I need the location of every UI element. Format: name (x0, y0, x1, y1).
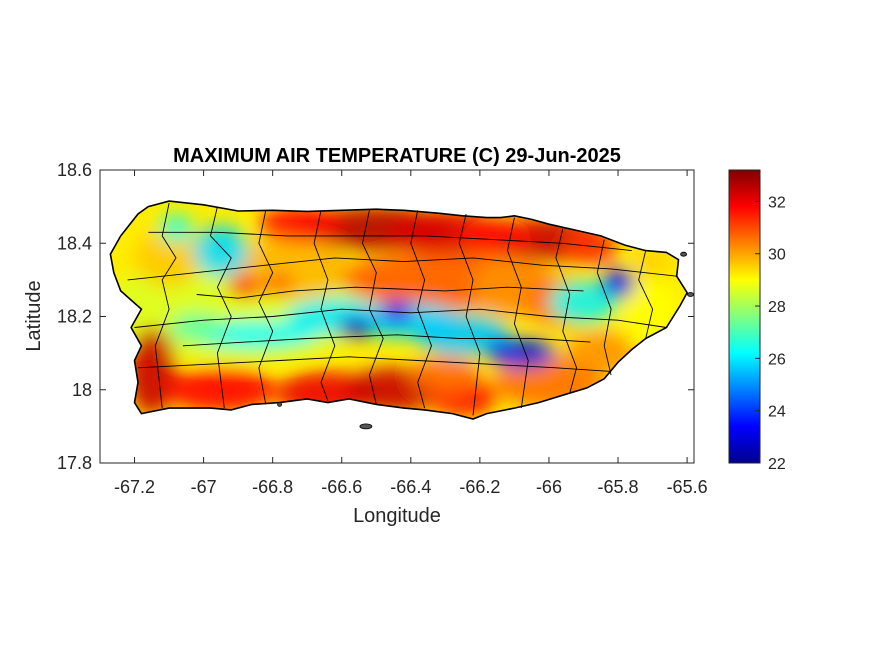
colorbar-ticks: 32 30 28 26 24 22 (755, 194, 786, 473)
municipality-boundary (410, 210, 432, 409)
temperature-cell (165, 367, 277, 412)
x-tick-label: -66.8 (252, 477, 293, 497)
municipality-boundary (555, 228, 578, 394)
islet (680, 251, 687, 257)
colorbar: 32 30 28 26 24 22 (728, 169, 786, 473)
y-tick-label: 18.6 (57, 160, 92, 180)
municipality-boundary (313, 210, 336, 401)
temperature-cell (379, 301, 415, 324)
x-axis-label: Longitude (353, 505, 441, 527)
offshore-islets (277, 251, 694, 430)
municipality-boundary (137, 356, 612, 372)
municipality-boundary (196, 286, 584, 299)
x-tick-label: -66.6 (321, 477, 362, 497)
x-tick-label: -66.2 (459, 477, 500, 497)
colorbar-tick-label: 32 (768, 194, 786, 211)
x-tick-label: -65.6 (667, 477, 708, 497)
temperature-cell (158, 214, 194, 244)
x-tick-label: -66.4 (390, 477, 431, 497)
temperature-map (109, 200, 694, 430)
y-tick-label: 18.2 (57, 307, 92, 327)
colorbar-tick-label: 26 (768, 351, 786, 368)
x-tick-label: -66 (536, 477, 562, 497)
temperature-cell (486, 340, 515, 359)
temperature-cell (258, 206, 342, 244)
temperature-cell (410, 356, 480, 394)
islet (359, 423, 373, 430)
municipality-boundary (507, 217, 529, 409)
municipality-boundary (210, 206, 232, 409)
municipality-boundaries (127, 202, 677, 416)
municipality-boundary (127, 257, 677, 281)
municipality-boundary (596, 239, 612, 376)
temperature-cell (227, 276, 263, 299)
municipality-boundary (638, 250, 654, 339)
temperature-cell (631, 247, 674, 277)
colorbar-scale (728, 169, 761, 464)
temperature-cell (625, 279, 681, 354)
temperature-cell (193, 225, 249, 277)
colorbar-tick-label: 28 (768, 299, 786, 316)
islet (277, 401, 283, 407)
y-tick-label: 18.4 (57, 233, 92, 253)
y-tick-label: 17.8 (57, 453, 92, 473)
temperature-cell (134, 228, 204, 288)
temperature-cell (514, 343, 542, 363)
municipality-boundary (148, 231, 632, 252)
temperature-cell (600, 268, 636, 299)
municipality-boundary (362, 210, 384, 405)
temperature-cell (338, 316, 373, 339)
municipality-boundary (134, 308, 667, 328)
colorbar-tick-label: 24 (768, 404, 786, 421)
colorbar-tick-label: 30 (768, 247, 786, 264)
x-tick-label: -67 (191, 477, 217, 497)
temperature-cell (462, 217, 532, 255)
temperature-cell (265, 272, 294, 295)
municipality-boundary (154, 202, 177, 409)
municipality-boundary (182, 334, 591, 347)
x-axis-ticks: -67.2 -67 -66.8 -66.6 -66.4 -66.2 -66 -65.8 -65.… (114, 170, 708, 497)
coastline (109, 200, 689, 420)
y-tick-label: 18 (72, 380, 92, 400)
islet (687, 292, 694, 297)
y-axis-label: Latitude (23, 280, 45, 351)
map-title: MAXIMUM AIR TEMPERATURE (C) 29-Jun-2025 (173, 145, 621, 167)
temperature-cell (169, 312, 225, 343)
y-axis-ticks: 18.6 18.4 18.2 18 17.8 (57, 160, 694, 473)
colorbar-tick-label: 22 (768, 456, 786, 473)
temperature-cell (193, 320, 318, 350)
x-tick-label: -67.2 (114, 477, 155, 497)
municipality-boundary (258, 210, 274, 405)
x-tick-label: -65.8 (598, 477, 639, 497)
temperature-cell (414, 312, 511, 357)
